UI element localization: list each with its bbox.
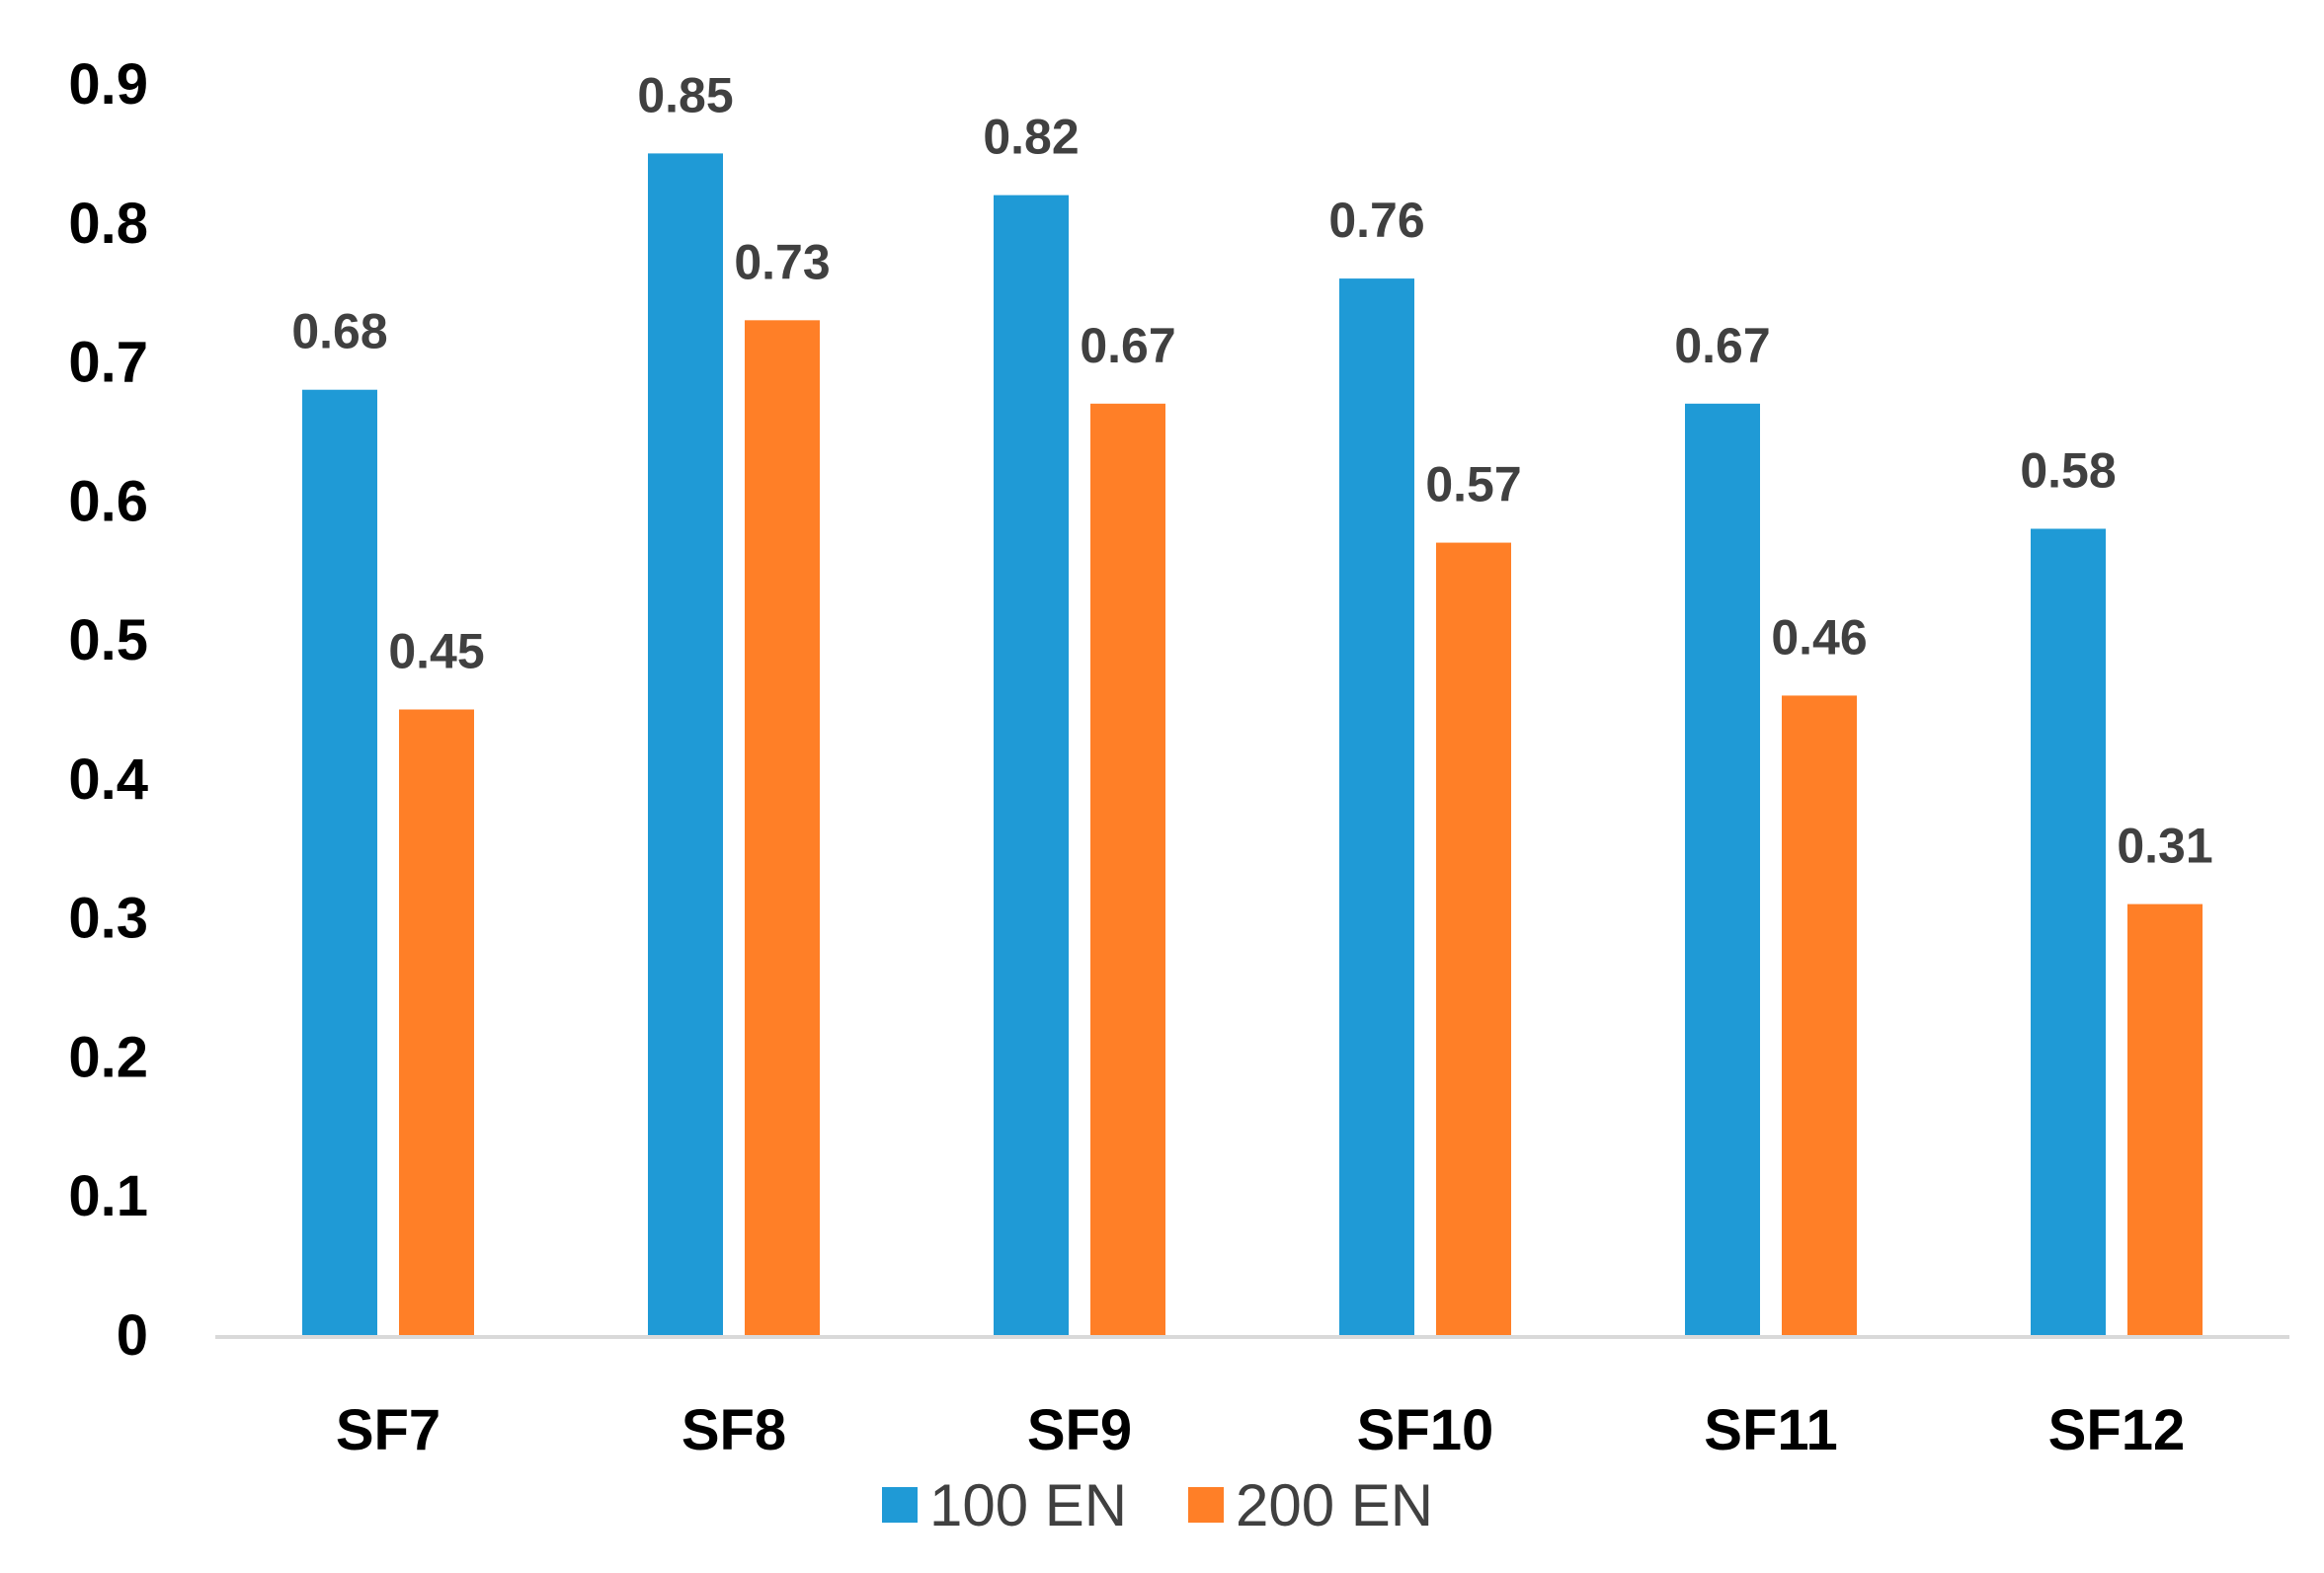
bar-100-en-sf8 [648, 153, 723, 1335]
x-tick-label: SF8 [681, 1398, 786, 1462]
legend-swatch-100-en [882, 1487, 918, 1523]
x-tick-label: SF7 [336, 1398, 441, 1462]
bars-group [302, 153, 2203, 1336]
bar-200-en-sf8 [745, 320, 820, 1335]
data-label: 0.45 [388, 624, 484, 679]
data-label: 0.76 [1328, 193, 1424, 248]
bar-100-en-sf12 [2031, 528, 2106, 1335]
data-label: 0.85 [637, 67, 733, 122]
bar-100-en-sf7 [302, 389, 377, 1335]
data-label: 0.73 [734, 234, 830, 289]
data-label: 0.67 [1080, 318, 1175, 373]
data-label: 0.31 [2117, 819, 2212, 874]
bar-200-en-sf10 [1436, 542, 1511, 1335]
data-label: 0.68 [291, 304, 387, 359]
y-tick-label: 0.7 [68, 331, 148, 395]
x-tick-label: SF11 [1704, 1398, 1837, 1462]
x-tick-label: SF12 [2048, 1398, 2186, 1462]
bar-200-en-sf9 [1090, 403, 1165, 1335]
bar-100-en-sf11 [1685, 403, 1760, 1335]
y-tick-label: 0.8 [68, 192, 148, 256]
y-tick-label: 0.9 [68, 52, 148, 117]
y-tick-label: 0.3 [68, 887, 148, 951]
x-tick-label: SF10 [1357, 1398, 1494, 1462]
y-tick-label: 0 [117, 1303, 148, 1368]
bar-200-en-sf11 [1782, 695, 1857, 1335]
legend: 100 EN 200 EN [882, 1472, 1433, 1538]
x-axis-ticks: SF7 SF8 SF9 SF10 SF11 SF12 [336, 1398, 2186, 1462]
data-label: 0.82 [983, 110, 1079, 165]
data-label: 0.67 [1674, 318, 1770, 373]
legend-label: 200 EN [1236, 1472, 1433, 1538]
bar-100-en-sf10 [1339, 278, 1414, 1336]
y-tick-label: 0.5 [68, 608, 148, 672]
bar-100-en-sf9 [994, 195, 1069, 1336]
y-tick-label: 0.2 [68, 1025, 148, 1089]
legend-label: 100 EN [929, 1472, 1127, 1538]
data-label: 0.46 [1771, 609, 1867, 665]
y-tick-label: 0.6 [68, 469, 148, 533]
data-label: 0.57 [1425, 457, 1521, 512]
legend-swatch-200-en [1188, 1487, 1224, 1523]
x-tick-label: SF9 [1027, 1398, 1132, 1462]
y-tick-label: 0.4 [68, 747, 148, 812]
y-axis-ticks: 0 0.1 0.2 0.3 0.4 0.5 0.6 0.7 0.8 0.9 [68, 52, 148, 1368]
data-labels-group: 0.68 0.45 0.85 0.73 0.82 0.67 0.76 0.57 0.67 0.46… [291, 67, 2212, 873]
bar-200-en-sf7 [399, 709, 474, 1335]
y-tick-label: 0.1 [68, 1164, 148, 1228]
bar-200-en-sf12 [2127, 904, 2203, 1335]
data-label: 0.58 [2020, 442, 2116, 498]
